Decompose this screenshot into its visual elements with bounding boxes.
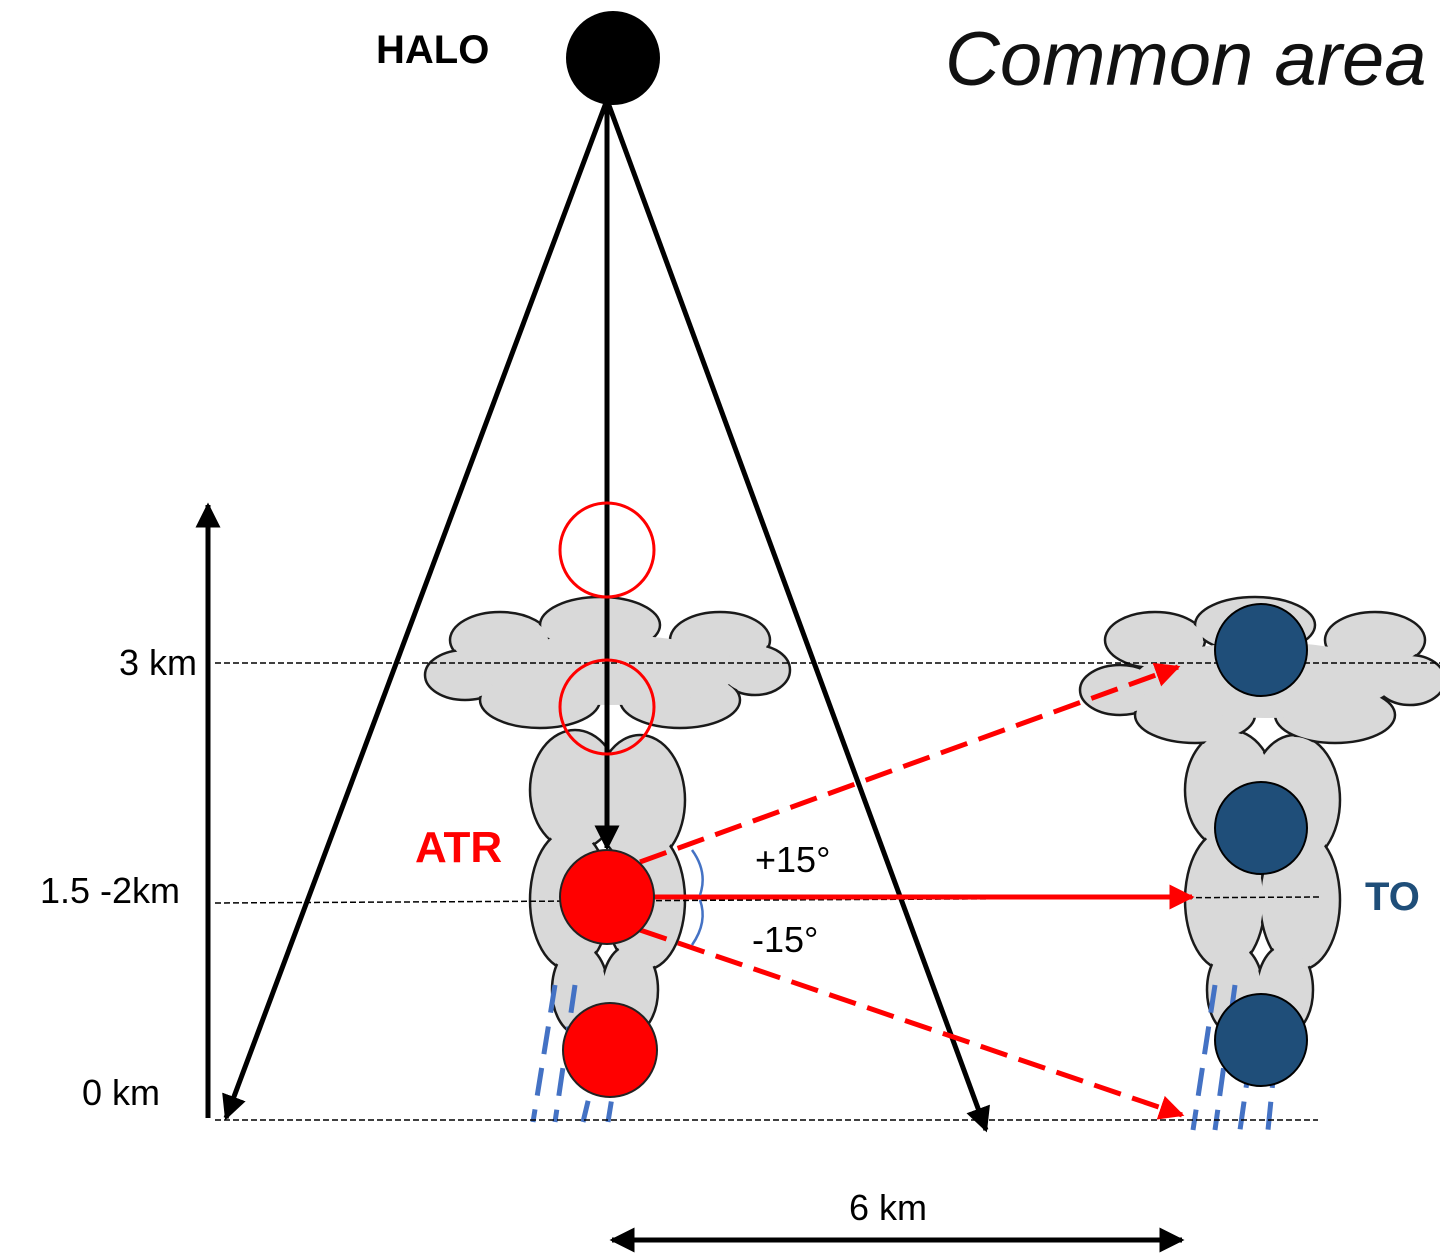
atr-label: ATR xyxy=(415,823,502,872)
to-label: TO xyxy=(1365,875,1420,919)
page: {"header": {"title": "Common area"}, "ai… xyxy=(0,0,1440,1255)
atr-aircraft-low xyxy=(563,1003,657,1097)
atr-aircraft xyxy=(560,850,654,944)
angle-label: -15° xyxy=(752,919,818,960)
altitude-label: 3 km xyxy=(119,642,197,683)
atr-beams xyxy=(640,667,1192,1115)
distance-label: 6 km xyxy=(849,1187,927,1228)
to-points xyxy=(1215,604,1307,1086)
altitude-label: 1.5 -2km xyxy=(40,870,180,911)
angle-label: +15° xyxy=(755,839,830,880)
halo-aircraft xyxy=(566,11,660,105)
diagram: Common area HALO ATR TO +15° -15° 3 km 1… xyxy=(0,0,1440,1255)
altitude-label: 0 km xyxy=(82,1072,160,1113)
halo-label: HALO xyxy=(376,28,489,72)
title: Common area xyxy=(945,17,1427,102)
